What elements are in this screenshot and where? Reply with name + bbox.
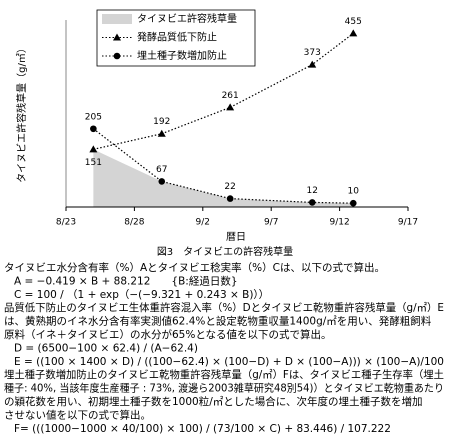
x-tick-label: 9/7: [264, 218, 278, 228]
body-line: A = −0.419 × B + 88.212 {B:経過日数}: [14, 274, 238, 287]
data-label: 455: [345, 17, 362, 27]
marker: [349, 29, 358, 37]
body-line: C = 100 / （1 + exp（−(−9.321 + 0.243 × B)…: [14, 289, 269, 301]
marker: [158, 178, 166, 185]
marker: [349, 199, 357, 207]
body-line: タイヌビエ水分含有率（%）Aとタイヌビエ稔実率（%）Cは、以下の式で算出。: [4, 261, 385, 274]
body-line: 品質低下防止のタイヌビエ生体重許容混入率（%）Dとタイヌビエ乾物重許容残草量（g…: [4, 301, 444, 314]
data-label: 151: [85, 158, 102, 168]
data-label: 12: [307, 186, 318, 196]
x-tick-label: 8/23: [56, 218, 76, 228]
area: [93, 149, 354, 207]
marker: [226, 195, 234, 202]
x-tick-label: 9/17: [398, 218, 418, 228]
data-label: 261: [222, 91, 239, 101]
data-label: 373: [304, 48, 321, 58]
body-line: 埋土種子数増加防止のタイヌビエ乾物重許容残草量（g/㎡）Fは、タイヌビエ種子生存…: [4, 368, 444, 381]
x-tick-label: 9/12: [329, 218, 349, 228]
y-axis-label: タイヌビエ許容残草量（g/㎡）: [15, 43, 28, 183]
body-line: させない値を以下の式で算出。: [4, 408, 151, 421]
body-line: 原料（イネ＋タイヌビエ）の水分が65%となる値を以下の式で算出。: [4, 328, 332, 341]
legend-marker: [113, 33, 121, 41]
body-line: E = ((100 × 1400 × D) / ((100−62.4) × (1…: [14, 356, 444, 368]
marker: [308, 199, 316, 206]
caption: 図3 タイヌビエの許容残草量: [157, 245, 293, 258]
data-label: 205: [85, 112, 102, 122]
x-axis-label: 暦日: [226, 231, 246, 243]
marker: [226, 103, 235, 111]
data-label: 10: [348, 187, 360, 197]
legend-label: タイヌビエ許容残草量: [137, 12, 237, 25]
body-line: F= (((1000−1000 × 40/100) × 100) / (73/1…: [14, 423, 391, 434]
legend-swatch: [102, 14, 132, 24]
data-label: 22: [224, 182, 235, 192]
x-tick-label: 9/2: [196, 218, 210, 228]
marker: [89, 145, 98, 153]
body-line: は、黄熟期のイネ水分含有率実測値62.4%と設定乾物重収量1400g/㎡を用い、…: [4, 315, 432, 328]
legend-marker: [113, 52, 121, 60]
legend-label: 埋土種子数増加防止: [137, 49, 227, 62]
body-line: の穎花数を用い、初期埋土種子数を1000粒/㎡とした場合に、次年度の埋土種子数を…: [4, 395, 422, 408]
series-line: [92, 128, 354, 204]
marker: [157, 129, 166, 137]
body-line: D = (6500−100 × 62.4) / (A−62.4): [14, 342, 198, 354]
data-label: 67: [156, 165, 167, 175]
legend-label: 発酵品質低下防止: [137, 31, 217, 44]
data-label: 192: [153, 117, 170, 127]
marker: [308, 60, 317, 68]
x-tick-label: 8/28: [124, 218, 144, 228]
marker: [90, 125, 97, 133]
body-line: 種子: 40%, 当該年度生産種子 : 73%, 渡邊ら2003雑草研究48別5…: [4, 382, 444, 395]
series-line: [93, 32, 354, 150]
